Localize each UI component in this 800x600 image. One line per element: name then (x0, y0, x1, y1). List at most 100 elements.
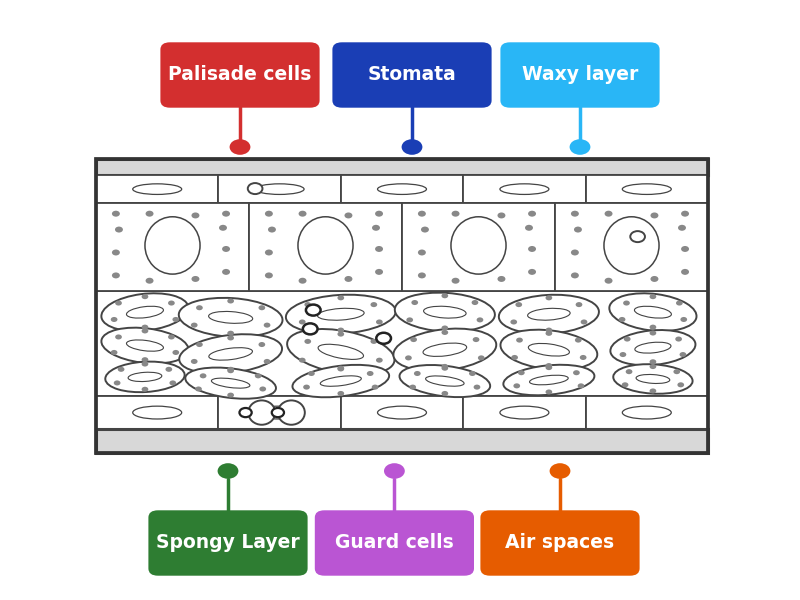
Circle shape (573, 370, 580, 375)
Circle shape (411, 300, 418, 305)
Ellipse shape (133, 184, 182, 194)
Circle shape (239, 408, 252, 417)
Circle shape (605, 211, 613, 217)
Circle shape (546, 331, 552, 336)
Circle shape (142, 325, 148, 329)
Circle shape (471, 300, 478, 305)
Circle shape (618, 317, 626, 322)
Circle shape (650, 276, 658, 282)
Circle shape (418, 250, 426, 256)
Circle shape (227, 335, 234, 340)
Ellipse shape (499, 295, 599, 334)
Ellipse shape (133, 406, 182, 419)
Circle shape (376, 333, 391, 344)
Circle shape (528, 246, 536, 252)
Circle shape (676, 301, 682, 305)
Circle shape (306, 305, 321, 316)
Circle shape (268, 227, 276, 233)
Circle shape (546, 389, 552, 395)
Circle shape (622, 382, 629, 388)
Ellipse shape (399, 365, 490, 397)
Ellipse shape (278, 400, 305, 425)
Circle shape (410, 337, 417, 342)
Circle shape (581, 319, 587, 325)
Circle shape (376, 358, 382, 363)
Circle shape (451, 278, 459, 284)
Circle shape (546, 295, 552, 301)
Circle shape (678, 382, 684, 388)
Circle shape (478, 355, 485, 361)
FancyBboxPatch shape (96, 291, 708, 395)
Text: Stomata: Stomata (368, 65, 456, 85)
Circle shape (299, 358, 306, 363)
Circle shape (258, 342, 266, 347)
Circle shape (259, 386, 266, 392)
Circle shape (442, 325, 448, 331)
Circle shape (626, 369, 633, 374)
FancyBboxPatch shape (463, 395, 586, 430)
Circle shape (516, 338, 523, 343)
Ellipse shape (378, 406, 426, 419)
Text: Waxy layer: Waxy layer (522, 65, 638, 85)
Ellipse shape (106, 362, 185, 392)
Ellipse shape (622, 406, 671, 419)
Circle shape (110, 350, 118, 355)
Circle shape (681, 211, 689, 217)
Ellipse shape (126, 306, 163, 318)
Circle shape (418, 211, 426, 217)
Circle shape (525, 225, 533, 231)
Circle shape (575, 338, 582, 343)
Ellipse shape (500, 406, 549, 419)
Text: Guard cells: Guard cells (335, 533, 454, 553)
Circle shape (118, 367, 125, 372)
Ellipse shape (286, 295, 396, 334)
Ellipse shape (186, 368, 276, 399)
Circle shape (571, 272, 579, 278)
Circle shape (112, 211, 120, 217)
Circle shape (258, 305, 266, 310)
Circle shape (196, 305, 202, 310)
Circle shape (115, 227, 123, 233)
Circle shape (142, 387, 148, 392)
Circle shape (474, 385, 480, 389)
FancyBboxPatch shape (314, 510, 474, 576)
FancyBboxPatch shape (249, 203, 402, 291)
Ellipse shape (318, 344, 363, 359)
Circle shape (298, 278, 306, 284)
Ellipse shape (102, 328, 189, 364)
Circle shape (308, 371, 314, 376)
Circle shape (370, 339, 378, 344)
Circle shape (114, 380, 121, 385)
Ellipse shape (451, 217, 506, 274)
Circle shape (473, 337, 479, 342)
Circle shape (265, 250, 273, 256)
Circle shape (442, 293, 448, 298)
Circle shape (115, 301, 122, 305)
Circle shape (303, 323, 318, 334)
Circle shape (477, 317, 483, 322)
Circle shape (650, 359, 656, 364)
Ellipse shape (320, 376, 362, 386)
Ellipse shape (126, 340, 163, 351)
Circle shape (550, 463, 570, 479)
Ellipse shape (394, 329, 496, 371)
FancyBboxPatch shape (586, 395, 708, 430)
Ellipse shape (500, 184, 549, 194)
Circle shape (451, 211, 459, 217)
Circle shape (142, 357, 148, 362)
Circle shape (227, 298, 234, 304)
Ellipse shape (634, 306, 671, 318)
Circle shape (576, 302, 582, 307)
Circle shape (338, 328, 344, 332)
FancyBboxPatch shape (96, 175, 218, 203)
Circle shape (338, 365, 344, 371)
Ellipse shape (255, 406, 304, 419)
Circle shape (630, 231, 645, 242)
Circle shape (681, 269, 689, 275)
Ellipse shape (528, 343, 570, 356)
Circle shape (142, 328, 148, 334)
Circle shape (528, 211, 536, 217)
Circle shape (442, 391, 448, 396)
FancyBboxPatch shape (96, 203, 249, 291)
Circle shape (510, 319, 517, 325)
